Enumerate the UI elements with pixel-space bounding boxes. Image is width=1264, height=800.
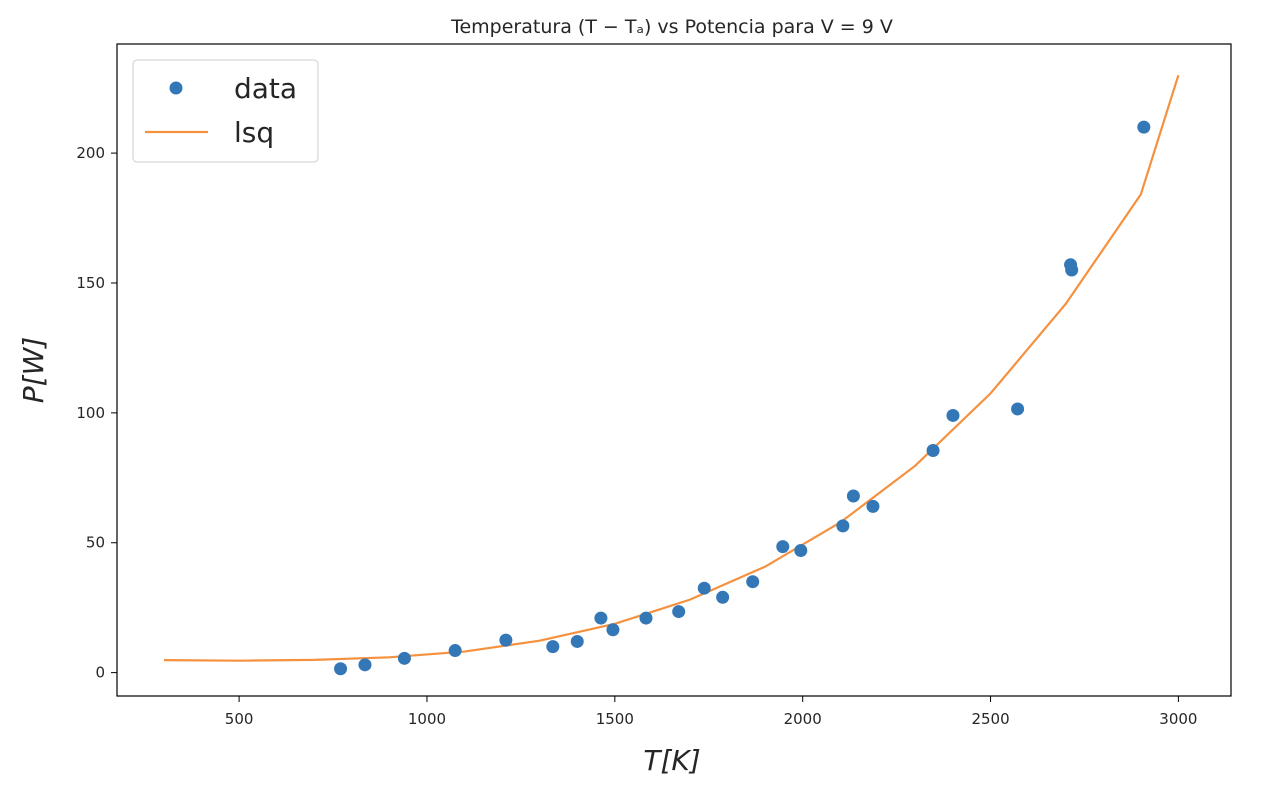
legend-label: lsq (234, 116, 274, 149)
data-point (606, 623, 620, 637)
y-axis-label: P[W] (17, 337, 50, 403)
series-line-lsq (163, 74, 1180, 662)
data-point (334, 662, 348, 676)
x-axis: 500 1000 1500 2000 2500 3000 (225, 696, 1197, 728)
data-point (697, 581, 711, 595)
data-point (672, 605, 686, 619)
data-point (1011, 402, 1025, 416)
legend-label: data (234, 72, 297, 105)
data-point (1137, 120, 1151, 134)
y-tick-label: 100 (76, 404, 105, 422)
chart-title: Temperatura (T − Tₐ) vs Potencia para V … (450, 16, 893, 38)
data-point (794, 544, 808, 558)
data-point (846, 489, 860, 503)
data-point (546, 640, 560, 654)
x-tick-label: 500 (225, 710, 254, 728)
y-tick-label: 150 (76, 274, 105, 292)
data-point (499, 633, 513, 647)
x-tick-label: 2000 (784, 710, 822, 728)
plot-frame (116, 43, 1232, 697)
x-tick-label: 3000 (1159, 710, 1197, 728)
data-point (866, 499, 880, 513)
x-tick-label: 2500 (971, 710, 1009, 728)
y-tick-label: 200 (76, 144, 105, 162)
plot-area (163, 74, 1180, 676)
legend-item-data: data (169, 72, 297, 105)
data-point (716, 590, 730, 604)
data-point (1065, 263, 1079, 277)
data-point (776, 540, 790, 554)
x-tick-label: 1000 (408, 710, 446, 728)
legend-marker (169, 81, 183, 95)
data-point (746, 575, 760, 589)
data-point (570, 634, 584, 648)
y-tick-label: 0 (95, 664, 105, 682)
data-point (836, 519, 850, 533)
data-point (397, 651, 411, 665)
data-point (358, 658, 372, 672)
data-point (594, 611, 608, 625)
legend: data lsq (132, 59, 319, 163)
x-tick-label: 1500 (596, 710, 634, 728)
data-point (926, 444, 940, 458)
data-point (639, 611, 653, 625)
legend-item-lsq: lsq (145, 116, 274, 149)
y-tick-label: 50 (86, 534, 105, 552)
data-point (946, 408, 960, 422)
y-axis: 0 50 100 150 200 (76, 144, 117, 682)
x-axis-label: T[K] (643, 744, 700, 777)
data-point (448, 644, 462, 658)
